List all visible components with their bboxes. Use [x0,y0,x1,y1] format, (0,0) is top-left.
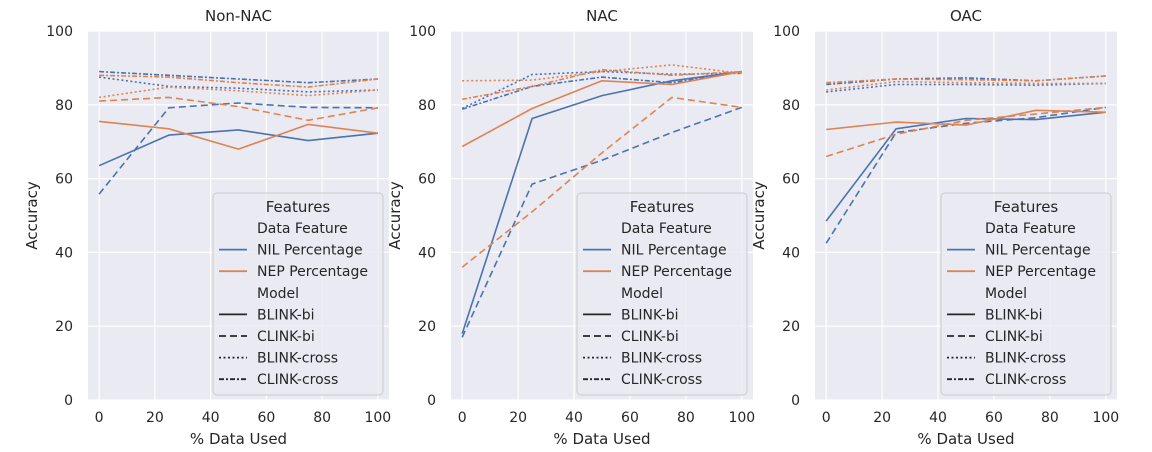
series-line-nil-blink-bi [461,70,742,334]
x-tick-label: 0 [95,410,104,426]
y-tick-label: 100 [46,24,73,40]
legend-entry: BLINK-bi [985,307,1043,323]
legend-entry: NIL Percentage [985,243,1091,259]
series-line-nil-clink-cross [461,70,742,110]
y-tick-label: 100 [773,24,800,40]
x-tick-label: 0 [822,410,831,426]
legend-entry: BLINK-bi [257,307,315,323]
series-line-nep-clink-cross [462,68,742,101]
series-line-nil-blink-bi [825,111,1106,222]
y-tick-label: 20 [55,319,73,335]
x-tick-label: 100 [728,410,755,426]
legend-subtitle: Data Feature [621,221,712,237]
series-line-nep-blink-cross [98,86,378,99]
series-line-nep-clink-cross [99,74,378,88]
panel-title: Non-NAC [205,7,272,25]
x-tick-label: 60 [985,410,1003,426]
legend-box [576,192,748,396]
legend-subtitle: Data Feature [985,221,1076,237]
x-tick-label: 100 [364,410,391,426]
y-tick-label: 40 [55,245,73,261]
series-line-nil-blink-cross [98,76,378,93]
series-line-nil-clink-bi [825,106,1106,244]
y-axis-label: Accuracy [386,181,404,250]
legend-entry: CLINK-bi [621,329,679,345]
y-tick-label: 20 [782,319,800,335]
legend-entry: BLINK-cross [257,351,338,367]
legend-title: Features [266,198,331,216]
series-line-nep-blink-cross [826,80,1106,91]
legend-entry: CLINK-cross [257,372,338,388]
legend-box [212,192,384,396]
x-tick-label: 40 [565,410,583,426]
series-line-nep-clink-cross [826,75,1106,84]
y-tick-label: 40 [418,245,436,261]
legend-entry: NIL Percentage [621,243,727,259]
x-tick-label: 20 [873,410,891,426]
series-line-nil-blink-cross [826,82,1106,93]
series-line-nep-clink-bi [461,96,742,268]
x-tick-label: 80 [1041,410,1059,426]
legend-entry: CLINK-cross [621,372,702,388]
y-tick-label: 0 [427,393,436,409]
y-axis-label: Accuracy [23,181,41,250]
legend-entry: NEP Percentage [621,264,732,280]
legend-entry: NEP Percentage [257,264,368,280]
x-tick-label: 40 [929,410,947,426]
legend-entry: NEP Percentage [985,264,1096,280]
panel-title: OAC [950,7,982,25]
x-tick-label: 80 [313,410,331,426]
y-tick-label: 80 [55,98,73,114]
y-tick-label: 40 [782,245,800,261]
x-tick-label: 60 [621,410,639,426]
legend-entry: CLINK-bi [257,329,315,345]
x-axis-label: % Data Used [917,430,1014,448]
x-tick-label: 0 [458,410,467,426]
y-tick-label: 80 [418,98,436,114]
legend-entry: BLINK-cross [985,351,1066,367]
series-line-nil-clink-cross [99,70,378,84]
legend-box [940,192,1112,396]
legend-entry: NIL Percentage [257,243,363,259]
legend-title: Features [630,198,695,216]
panel-title: NAC [586,7,618,25]
legend-subtitle: Model [985,286,1027,302]
y-tick-label: 0 [64,393,73,409]
series-line-nep-blink-bi [826,109,1106,131]
y-tick-label: 0 [791,393,800,409]
legend-entry: CLINK-cross [985,372,1066,388]
x-tick-label: 20 [509,410,527,426]
x-tick-label: 60 [257,410,275,426]
legend-subtitle: Model [257,286,299,302]
series-line-nil-clink-bi [461,106,743,338]
series-line-nep-blink-cross [462,64,742,82]
y-tick-label: 20 [418,319,436,335]
legend-subtitle: Data Feature [257,221,348,237]
y-tick-label: 100 [409,24,436,40]
legend-entry: BLINK-cross [621,351,702,367]
x-axis-label: % Data Used [190,430,287,448]
x-axis-label: % Data Used [553,430,650,448]
legend-subtitle: Model [621,286,663,302]
y-tick-label: 60 [418,172,436,188]
series-line-nil-blink-bi [98,129,378,167]
x-tick-label: 20 [146,410,164,426]
x-tick-label: 100 [1092,410,1119,426]
y-tick-label: 80 [782,98,800,114]
x-tick-label: 80 [677,410,695,426]
series-line-nep-clink-bi [99,96,379,122]
series-line-nep-blink-bi [99,120,379,150]
series-line-nep-blink-bi [461,70,742,148]
y-axis-label: Accuracy [750,181,768,250]
y-tick-label: 60 [55,172,73,188]
x-tick-label: 40 [202,410,220,426]
series-line-nep-clink-bi [825,106,1106,158]
legend-entry: CLINK-bi [985,329,1043,345]
y-tick-label: 60 [782,172,800,188]
series-line-nil-clink-bi [98,102,378,195]
legend-entry: BLINK-bi [621,307,679,323]
legend-title: Features [994,198,1059,216]
